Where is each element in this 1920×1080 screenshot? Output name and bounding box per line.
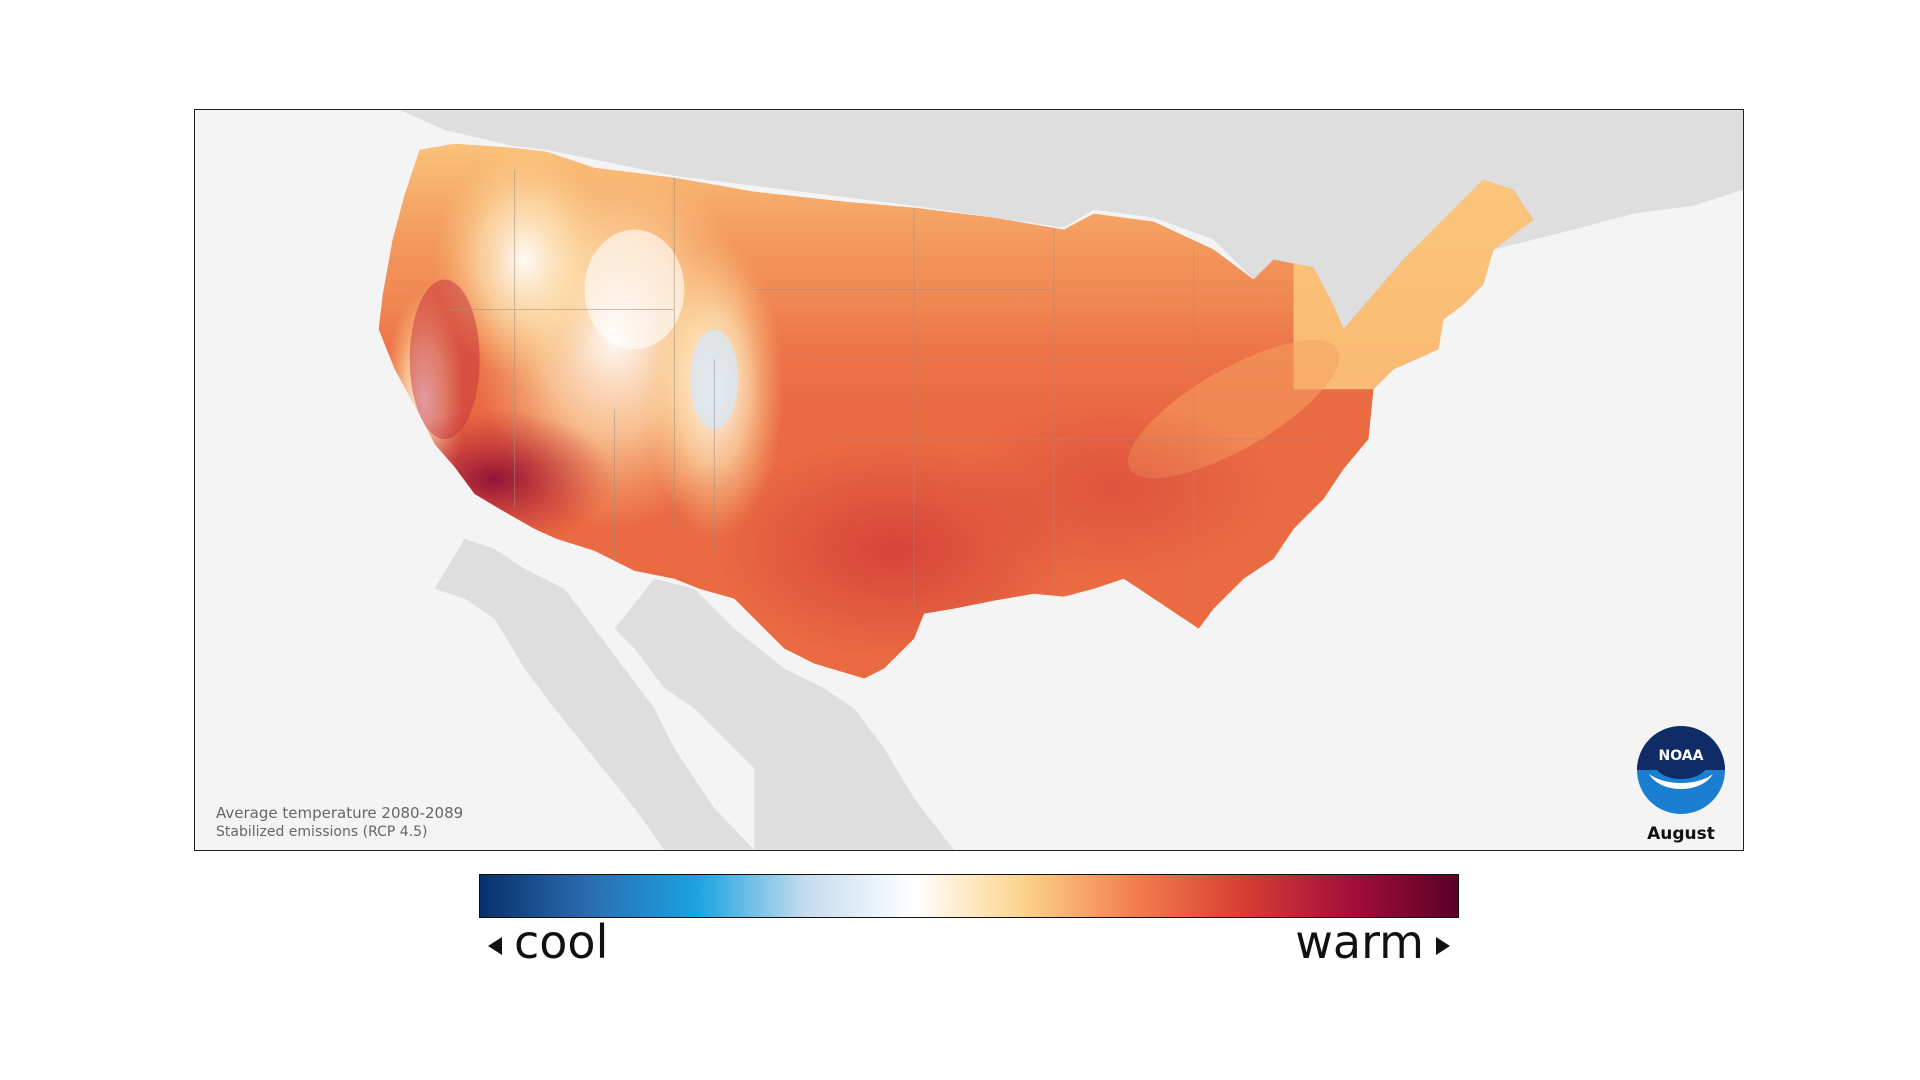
map-caption-scenario: Stabilized emissions (RCP 4.5) [216, 824, 428, 840]
us-temperature-field [378, 143, 1534, 679]
noaa-logo-text: NOAA [1659, 748, 1704, 764]
legend-cool-label: cool [514, 915, 609, 969]
arrow-right-icon [1436, 936, 1450, 955]
legend-cool: cool [488, 912, 608, 972]
map-caption-title: Average temperature 2080-2089 [216, 804, 464, 822]
noaa-logo: NOAA [1635, 724, 1727, 816]
temperature-colorbar [479, 874, 1459, 918]
arrow-left-icon [488, 936, 502, 955]
month-label: August [1647, 824, 1715, 844]
temperature-map [378, 110, 1743, 850]
legend-warm-label: warm [1295, 915, 1424, 969]
map-panel: Average temperature 2080-2089 Stabilized… [194, 109, 1744, 851]
legend-warm: warm [1295, 912, 1450, 972]
